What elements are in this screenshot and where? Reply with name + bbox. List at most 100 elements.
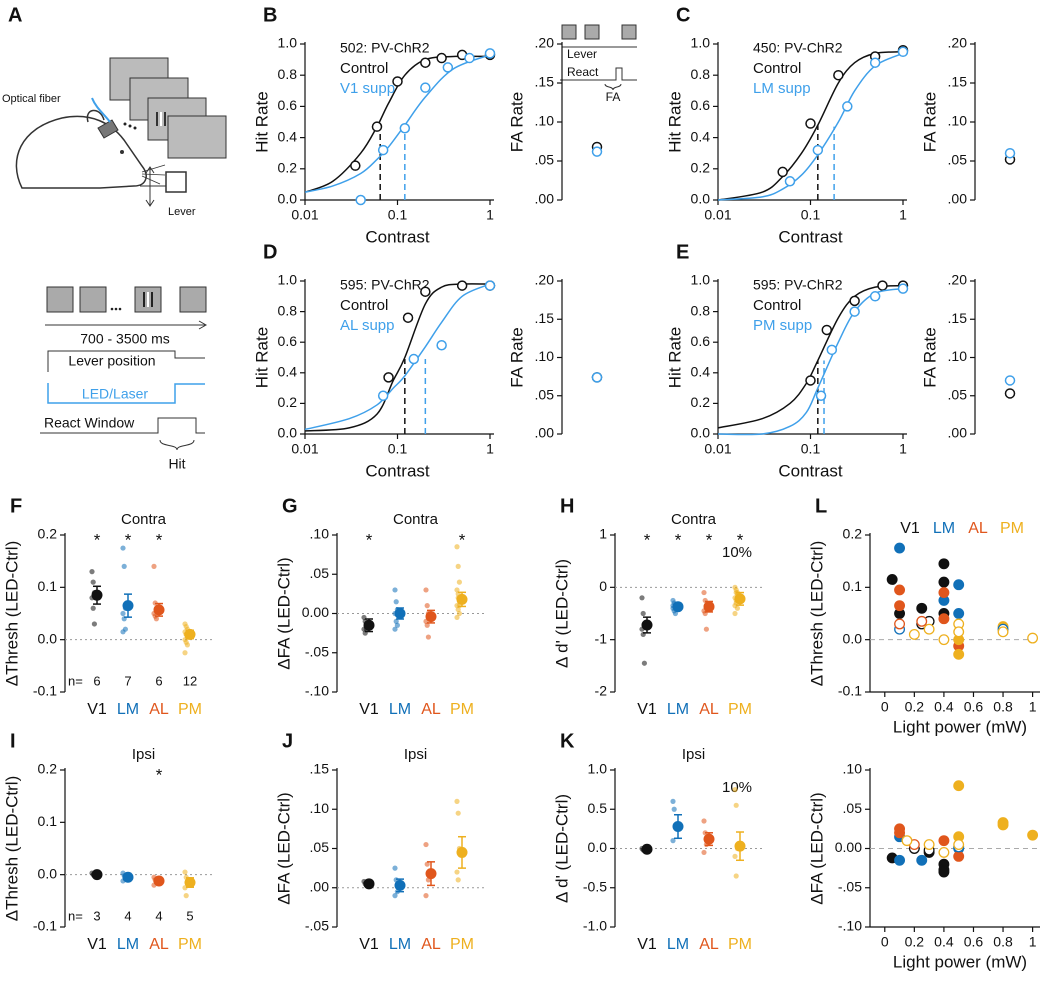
mean-point (734, 593, 746, 605)
panel-letter: A (8, 4, 22, 26)
individual-point (454, 614, 460, 621)
data-point (805, 118, 816, 129)
x-tick-label: 1 (899, 207, 907, 223)
significance: * (737, 530, 744, 549)
y-tick-label: .10 (310, 526, 330, 542)
mean-point (91, 589, 103, 601)
individual-point (454, 869, 460, 875)
annotation: 10% (722, 544, 752, 561)
mouse-ear (86, 109, 105, 123)
data-point (938, 835, 950, 847)
x-tick-label: 0.1 (801, 441, 821, 457)
data-point (815, 390, 827, 401)
data-point (894, 542, 906, 554)
legend-entry: Control (753, 60, 801, 77)
react-trace (40, 417, 205, 434)
individual-point (732, 603, 738, 609)
mean-point (184, 877, 196, 889)
individual-point (455, 606, 461, 613)
panel-letter: H (560, 495, 574, 517)
y-axis-label: FA Rate (507, 327, 526, 387)
individual-point (425, 634, 431, 640)
data-point (953, 579, 965, 591)
label: 700 - 3500 ms (80, 331, 170, 347)
individual-point (90, 605, 96, 611)
y-tick-label: 0.0 (588, 839, 608, 855)
n-label: n= (68, 908, 83, 923)
individual-point (671, 806, 677, 812)
x-axis-label: Light power (mW) (893, 717, 1027, 736)
n-value: 7 (124, 673, 131, 688)
n-label: n= (68, 673, 83, 688)
panel-letter: J (282, 730, 293, 752)
data-point (464, 52, 475, 64)
y-tick-label: 0.6 (278, 333, 298, 349)
n-value: 6 (93, 673, 100, 688)
y-tick-label: .20 (535, 272, 555, 288)
y-tick-label: .10 (535, 348, 555, 364)
data-point (1027, 632, 1039, 644)
data-point (923, 839, 935, 851)
individual-point (151, 563, 157, 570)
fa-point (1004, 147, 1016, 159)
y-tick-label: .05 (535, 386, 555, 402)
data-point (938, 558, 950, 570)
data-point (1027, 829, 1039, 841)
x-axis-label: Contrast (778, 227, 843, 246)
data-point (869, 291, 881, 302)
data-point (897, 46, 909, 58)
individual-point (672, 610, 679, 617)
y-tick-label: .10 (948, 348, 968, 364)
x-tick-label: PM (728, 701, 752, 718)
individual-point (89, 569, 95, 575)
individual-point (454, 798, 460, 805)
individual-point (701, 589, 707, 596)
data-point (420, 286, 431, 297)
y-tick-label: 0.0 (278, 191, 298, 207)
y-tick-label: 0.8 (691, 66, 711, 82)
individual-point (732, 787, 738, 793)
y-tick-label: 0.00 (835, 839, 862, 855)
data-point (938, 613, 950, 625)
y-tick-label: .10 (535, 113, 555, 129)
data-point (938, 587, 950, 599)
y-tick-label: 0.8 (278, 302, 298, 318)
data-point (897, 283, 909, 294)
x-tick-label: 0.01 (704, 207, 731, 223)
legend-entry: AL (968, 520, 988, 537)
y-axis-label: Δ d' (LED-Ctrl) (552, 794, 571, 903)
y-tick-label: -1 (595, 630, 608, 646)
individual-point (121, 563, 127, 570)
data-point (383, 372, 394, 383)
y-tick-label: 0.4 (691, 128, 711, 144)
individual-point (394, 622, 400, 628)
y-tick-label: 0.1 (38, 813, 58, 829)
y-tick-label: 0 (599, 578, 607, 594)
y-axis-label: Δ d' (LED-Ctrl) (552, 559, 571, 668)
y-tick-label: 0.4 (278, 364, 298, 380)
data-point (442, 62, 454, 73)
individual-point (670, 798, 676, 805)
data-point (420, 82, 431, 93)
data-point (894, 600, 906, 612)
data-point (894, 618, 906, 630)
y-tick-label: .20 (948, 272, 968, 288)
individual-point (670, 838, 676, 844)
data-point (355, 194, 366, 206)
data-point (997, 626, 1009, 638)
individual-point (701, 818, 707, 824)
mean-point (641, 619, 653, 631)
significance: * (706, 530, 713, 549)
panel-letter: G (282, 495, 298, 517)
significance: * (94, 530, 101, 549)
y-axis-label: Hit Rate (252, 91, 271, 152)
individual-point (733, 802, 739, 808)
individual-point (733, 873, 739, 879)
y-axis-label: FA Rate (920, 327, 939, 387)
inset-label: FA (606, 90, 621, 104)
individual-point (392, 587, 398, 593)
y-tick-label: 0.6 (691, 97, 711, 113)
data-point (849, 306, 860, 317)
y-axis-label: Hit Rate (252, 327, 271, 388)
